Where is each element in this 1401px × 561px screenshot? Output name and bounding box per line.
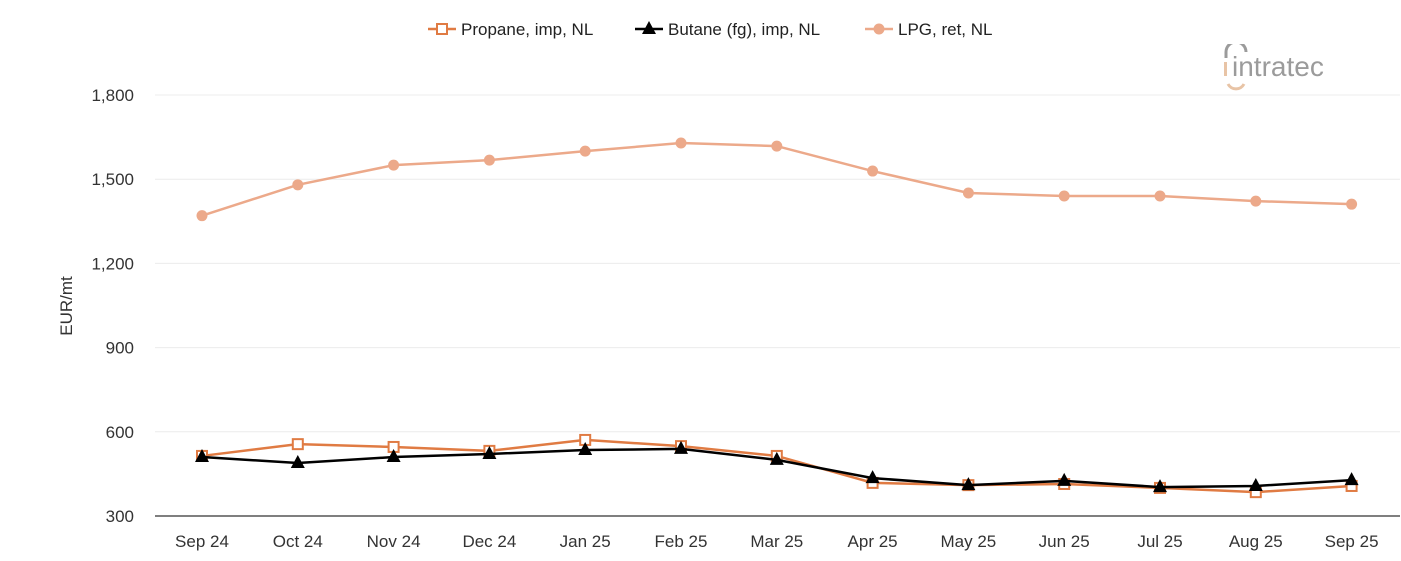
data-point-triangle bbox=[1344, 472, 1359, 486]
data-point-circle bbox=[1154, 190, 1166, 202]
data-point-square bbox=[291, 438, 304, 451]
x-tick-label: Apr 25 bbox=[848, 532, 898, 551]
data-point-triangle bbox=[865, 470, 880, 484]
series-butane-fg-imp-nl bbox=[195, 440, 1359, 493]
data-point-circle bbox=[196, 210, 208, 222]
data-point-circle bbox=[388, 159, 400, 171]
x-tick-label: Sep 25 bbox=[1325, 532, 1379, 551]
y-tick-label: 600 bbox=[106, 423, 134, 442]
x-tick-label: Oct 24 bbox=[273, 532, 323, 551]
data-point-triangle bbox=[195, 449, 209, 463]
data-point-triangle bbox=[674, 440, 688, 454]
data-point-triangle bbox=[1153, 479, 1167, 493]
data-point-triangle bbox=[769, 451, 784, 465]
x-tick-label: Jun 25 bbox=[1039, 532, 1090, 551]
data-point-circle bbox=[675, 137, 687, 149]
legend-label: Butane (fg), imp, NL bbox=[668, 20, 820, 39]
legend-label: Propane, imp, NL bbox=[461, 20, 593, 39]
x-tick-label: Jul 25 bbox=[1137, 532, 1182, 551]
data-point-triangle bbox=[578, 442, 593, 456]
x-tick-label: Mar 25 bbox=[750, 532, 803, 551]
data-point-triangle bbox=[961, 477, 976, 491]
data-point-circle bbox=[771, 140, 783, 152]
data-point-circle bbox=[483, 154, 495, 166]
data-point-square bbox=[436, 23, 448, 35]
legend-label: LPG, ret, NL bbox=[898, 20, 992, 39]
data-point-circle bbox=[292, 179, 304, 191]
x-tick-label: Feb 25 bbox=[655, 532, 708, 551]
x-tick-label: Nov 24 bbox=[367, 532, 421, 551]
legend-item: Butane (fg), imp, NL bbox=[635, 20, 820, 39]
legend-item: Propane, imp, NL bbox=[428, 20, 593, 39]
x-tick-label: Dec 24 bbox=[462, 532, 516, 551]
x-tick-label: Sep 24 bbox=[175, 532, 229, 551]
data-point-circle bbox=[1346, 198, 1358, 210]
y-tick-label: 900 bbox=[106, 339, 134, 358]
series-lpg-ret-nl bbox=[196, 137, 1358, 222]
y-tick-label: 1,800 bbox=[91, 86, 134, 105]
x-tick-label: Aug 25 bbox=[1229, 532, 1283, 551]
data-point-triangle bbox=[642, 21, 656, 34]
data-point-circle bbox=[1058, 190, 1070, 202]
data-point-circle bbox=[873, 23, 885, 35]
svg-text:intratec: intratec bbox=[1232, 51, 1324, 82]
data-point-circle bbox=[867, 165, 879, 177]
data-point-circle bbox=[962, 187, 974, 199]
x-tick-label: Jan 25 bbox=[560, 532, 611, 551]
data-point-triangle bbox=[290, 454, 305, 468]
y-tick-label: 1,500 bbox=[91, 170, 134, 189]
legend-item: LPG, ret, NL bbox=[865, 20, 992, 39]
series-line bbox=[201, 438, 1352, 494]
y-tick-label: 1,200 bbox=[91, 254, 134, 273]
x-tick-label: May 25 bbox=[941, 532, 997, 551]
data-point-circle bbox=[1250, 195, 1262, 207]
y-axis-label: EUR/mt bbox=[57, 276, 76, 336]
intratec-logo: intratec bbox=[1222, 40, 1367, 101]
y-tick-label: 300 bbox=[106, 507, 134, 526]
data-point-circle bbox=[579, 145, 591, 157]
data-point-triangle bbox=[386, 449, 401, 463]
data-point-triangle bbox=[482, 445, 497, 459]
data-point-triangle bbox=[1248, 477, 1263, 491]
data-point-triangle bbox=[1057, 472, 1072, 486]
